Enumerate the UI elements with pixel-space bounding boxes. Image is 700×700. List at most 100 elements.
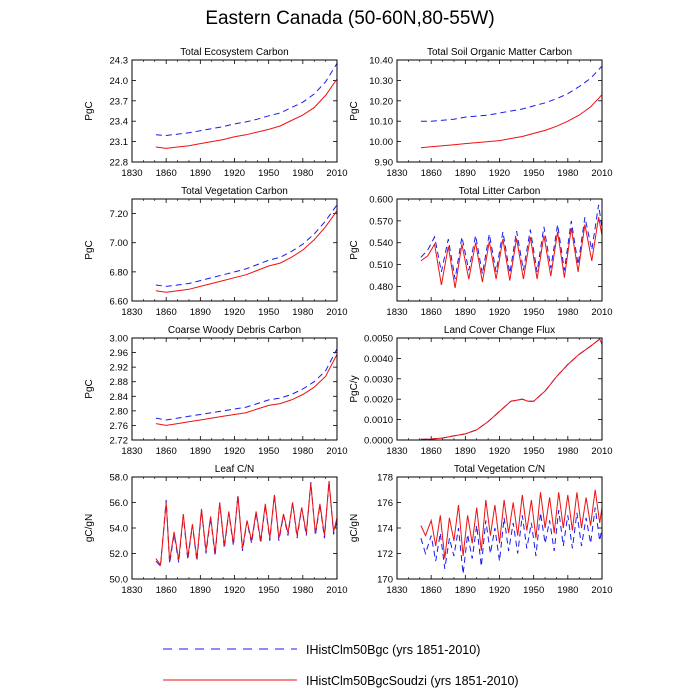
y-tick-label: 10.20 [369, 96, 393, 107]
x-tick-label: 1920 [489, 446, 510, 457]
x-tick-label: 2010 [326, 446, 347, 457]
y-tick-label: 0.0040 [364, 354, 393, 365]
y-tick-label: 172 [377, 549, 393, 560]
y-tick-label: 2.84 [110, 392, 129, 403]
x-tick-label: 1980 [292, 307, 313, 318]
series-line-bgc [155, 348, 338, 421]
y-tick-label: 0.570 [369, 216, 393, 227]
chart-panel-8: Total Vegetation C/N gC/gN 1830 1860 1890 192… [349, 464, 613, 596]
x-tick-label: 1860 [421, 446, 442, 457]
x-tick-label: 1830 [121, 585, 142, 596]
legend: IHistClm50Bgc (yrs 1851-2010) IHistClm50B… [163, 643, 519, 688]
y-tick-label: 2.96 [110, 348, 129, 359]
panel-title: Total Ecosystem Carbon [180, 47, 288, 58]
y-tick-label: 2.72 [110, 436, 129, 447]
panel-frame [396, 198, 603, 302]
series-line-soudzi [155, 354, 338, 426]
series-line-soudzi [420, 217, 603, 288]
series-line-soudzi [155, 482, 338, 567]
series-line-bgc [420, 338, 603, 440]
x-tick-label: 1950 [523, 168, 544, 179]
panel-frame [131, 59, 338, 163]
y-tick-label: 0.0050 [364, 334, 393, 345]
x-tick-label: 2010 [326, 585, 347, 596]
y-tick-label: 0.480 [369, 282, 393, 293]
x-tick-label: 1860 [156, 168, 177, 179]
x-tick-label: 2010 [591, 446, 612, 457]
chart-panel-7: Leaf C/N gC/gN 1830 1860 1890 1920 1950 1980 201… [84, 464, 348, 596]
y-tick-label: 174 [377, 524, 393, 535]
panel-title: Leaf C/N [215, 464, 254, 475]
x-tick-label: 1950 [523, 585, 544, 596]
x-tick-label: 1980 [292, 585, 313, 596]
x-tick-label: 1890 [455, 307, 476, 318]
x-tick-label: 1860 [421, 307, 442, 318]
y-tick-label: 0.0000 [364, 436, 393, 447]
y-axis-label: gC/gN [84, 514, 95, 542]
x-tick-label: 1830 [386, 446, 407, 457]
panel-frame [396, 59, 603, 163]
x-tick-label: 1830 [121, 446, 142, 457]
y-tick-label: 170 [377, 575, 393, 586]
x-tick-label: 2010 [591, 168, 612, 179]
panel-frame [396, 337, 603, 441]
series-line-soudzi [420, 489, 603, 559]
x-tick-label: 1920 [489, 168, 510, 179]
legend-label: IHistClm50BgcSoudzi (yrs 1851-2010) [306, 674, 519, 688]
x-tick-label: 1830 [386, 585, 407, 596]
x-tick-label: 1950 [258, 446, 279, 457]
chart-panel-4: Total Litter Carbon PgC 1830 1860 1890 1920 19… [349, 186, 613, 318]
y-tick-label: 58.0 [110, 473, 129, 484]
y-tick-label: 7.20 [110, 209, 129, 220]
x-tick-label: 1920 [224, 168, 245, 179]
y-tick-label: 2.92 [110, 363, 129, 374]
y-tick-label: 0.0030 [364, 374, 393, 385]
series-line-bgc [420, 507, 603, 574]
x-tick-label: 1980 [292, 446, 313, 457]
panel-title: Coarse Woody Debris Carbon [168, 325, 301, 336]
x-tick-label: 1980 [292, 168, 313, 179]
panel-title: Total Soil Organic Matter Carbon [427, 47, 572, 58]
legend-label: IHistClm50Bgc (yrs 1851-2010) [306, 643, 480, 657]
y-tick-label: 0.540 [369, 238, 393, 249]
x-tick-label: 1860 [156, 585, 177, 596]
x-tick-label: 1950 [258, 307, 279, 318]
panel-frame [396, 476, 603, 580]
y-tick-label: 24.3 [110, 56, 129, 67]
x-tick-label: 2010 [591, 585, 612, 596]
y-tick-label: 54.0 [110, 524, 129, 535]
x-tick-label: 1950 [258, 585, 279, 596]
panel-title: Total Vegetation C/N [454, 464, 545, 475]
x-tick-label: 1890 [190, 168, 211, 179]
x-tick-label: 1980 [557, 168, 578, 179]
y-tick-label: 23.7 [110, 96, 129, 107]
panel-title: Land Cover Change Flux [444, 325, 555, 336]
y-tick-label: 3.00 [110, 334, 129, 345]
y-tick-label: 22.8 [110, 158, 129, 169]
x-tick-label: 1890 [455, 446, 476, 457]
x-tick-label: 1950 [523, 446, 544, 457]
y-tick-label: 50.0 [110, 575, 129, 586]
x-tick-label: 1980 [557, 307, 578, 318]
chart-panel-2: Total Soil Organic Matter Carbon PgC 1830 1… [349, 47, 613, 179]
panel-frame [131, 476, 338, 580]
x-tick-label: 1950 [523, 307, 544, 318]
series-line-soudzi [420, 338, 603, 440]
panel-title: Total Litter Carbon [459, 186, 541, 197]
y-axis-label: PgC/y [349, 375, 360, 402]
x-tick-label: 1920 [489, 585, 510, 596]
series-line-bgc [155, 63, 338, 137]
x-tick-label: 1830 [121, 168, 142, 179]
y-tick-label: 0.600 [369, 195, 393, 206]
y-tick-label: 52.0 [110, 549, 129, 560]
y-tick-label: 10.00 [369, 137, 393, 148]
series-line-bgc [420, 65, 603, 122]
panel-title: Total Vegetation Carbon [181, 186, 288, 197]
x-tick-label: 1830 [386, 307, 407, 318]
series-line-bgc [420, 204, 603, 280]
x-tick-label: 1980 [557, 446, 578, 457]
x-tick-label: 1980 [557, 585, 578, 596]
x-tick-label: 1920 [224, 446, 245, 457]
